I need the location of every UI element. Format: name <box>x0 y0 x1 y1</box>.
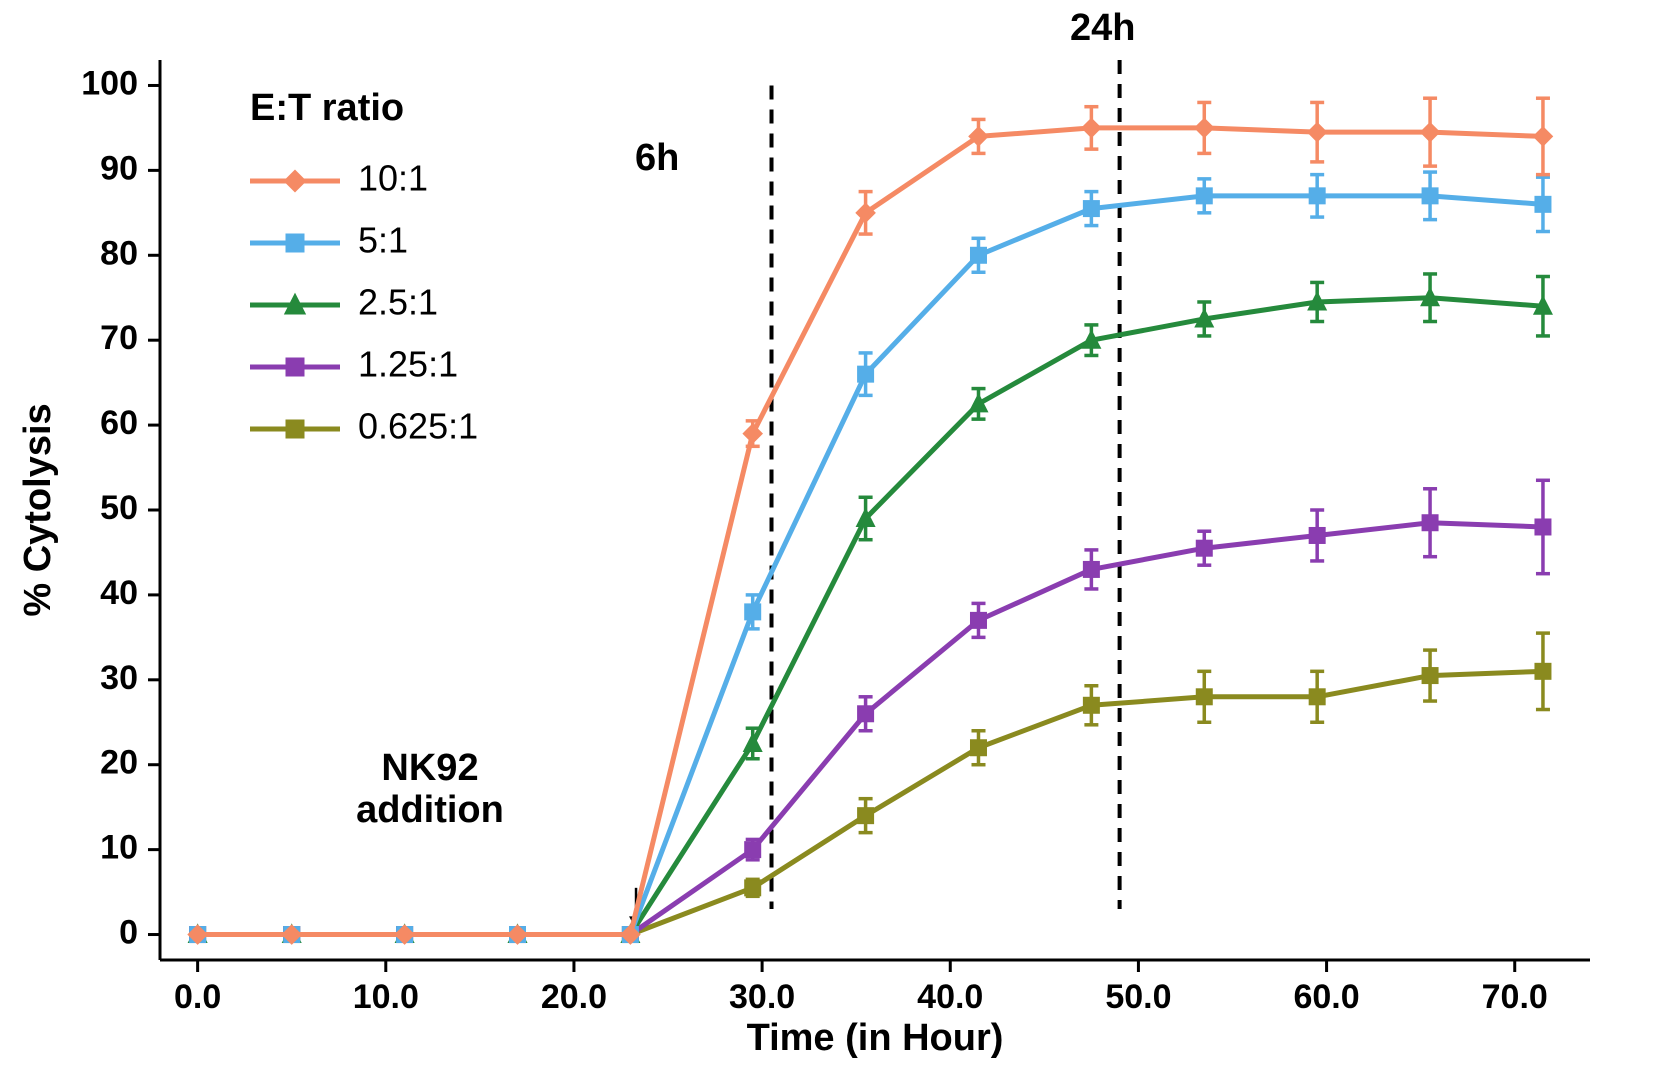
x-tick-label: 10.0 <box>353 978 419 1016</box>
x-tick-label: 60.0 <box>1293 978 1359 1016</box>
y-tick-label: 0 <box>119 914 138 952</box>
nk92-label-line1: NK92 <box>381 747 478 789</box>
annotation-label: 24h <box>1070 7 1135 49</box>
x-tick-label: 0.0 <box>174 978 221 1016</box>
y-axis-title: % Cytolysis <box>17 403 59 616</box>
y-tick-label: 10 <box>100 829 138 867</box>
legend-item-label: 0.625:1 <box>358 406 478 447</box>
legend-item-label: 1.25:1 <box>358 344 458 385</box>
x-tick-label: 70.0 <box>1482 978 1548 1016</box>
y-tick-label: 100 <box>81 64 138 102</box>
y-tick-label: 30 <box>100 659 138 697</box>
x-axis-title: Time (in Hour) <box>747 1017 1004 1059</box>
y-tick-label: 20 <box>100 744 138 782</box>
legend-item-label: 10:1 <box>358 158 428 199</box>
annotation-label: 6h <box>635 137 679 179</box>
x-tick-label: 30.0 <box>729 978 795 1016</box>
y-tick-label: 50 <box>100 489 138 527</box>
cytolysis-line-chart: 0 10 20 30 40 50 60 70 80 90 100 0.0 10.0 20.0 30.0 40.… <box>0 0 1660 1076</box>
nk92-label-line2: addition <box>356 789 504 831</box>
x-tick-label: 50.0 <box>1105 978 1171 1016</box>
x-tick-label: 40.0 <box>917 978 983 1016</box>
chart-container: 0 10 20 30 40 50 60 70 80 90 100 0.0 10.0 20.0 30.0 40.… <box>0 0 1660 1076</box>
legend-item-label: 5:1 <box>358 220 408 261</box>
legend-title: E:T ratio <box>250 87 404 129</box>
y-tick-label: 70 <box>100 319 138 357</box>
x-tick-label: 20.0 <box>541 978 607 1016</box>
y-tick-label: 80 <box>100 234 138 272</box>
legend-item-label: 2.5:1 <box>358 282 438 323</box>
y-tick-label: 60 <box>100 404 138 442</box>
y-tick-label: 90 <box>100 149 138 187</box>
y-tick-label: 40 <box>100 574 138 612</box>
